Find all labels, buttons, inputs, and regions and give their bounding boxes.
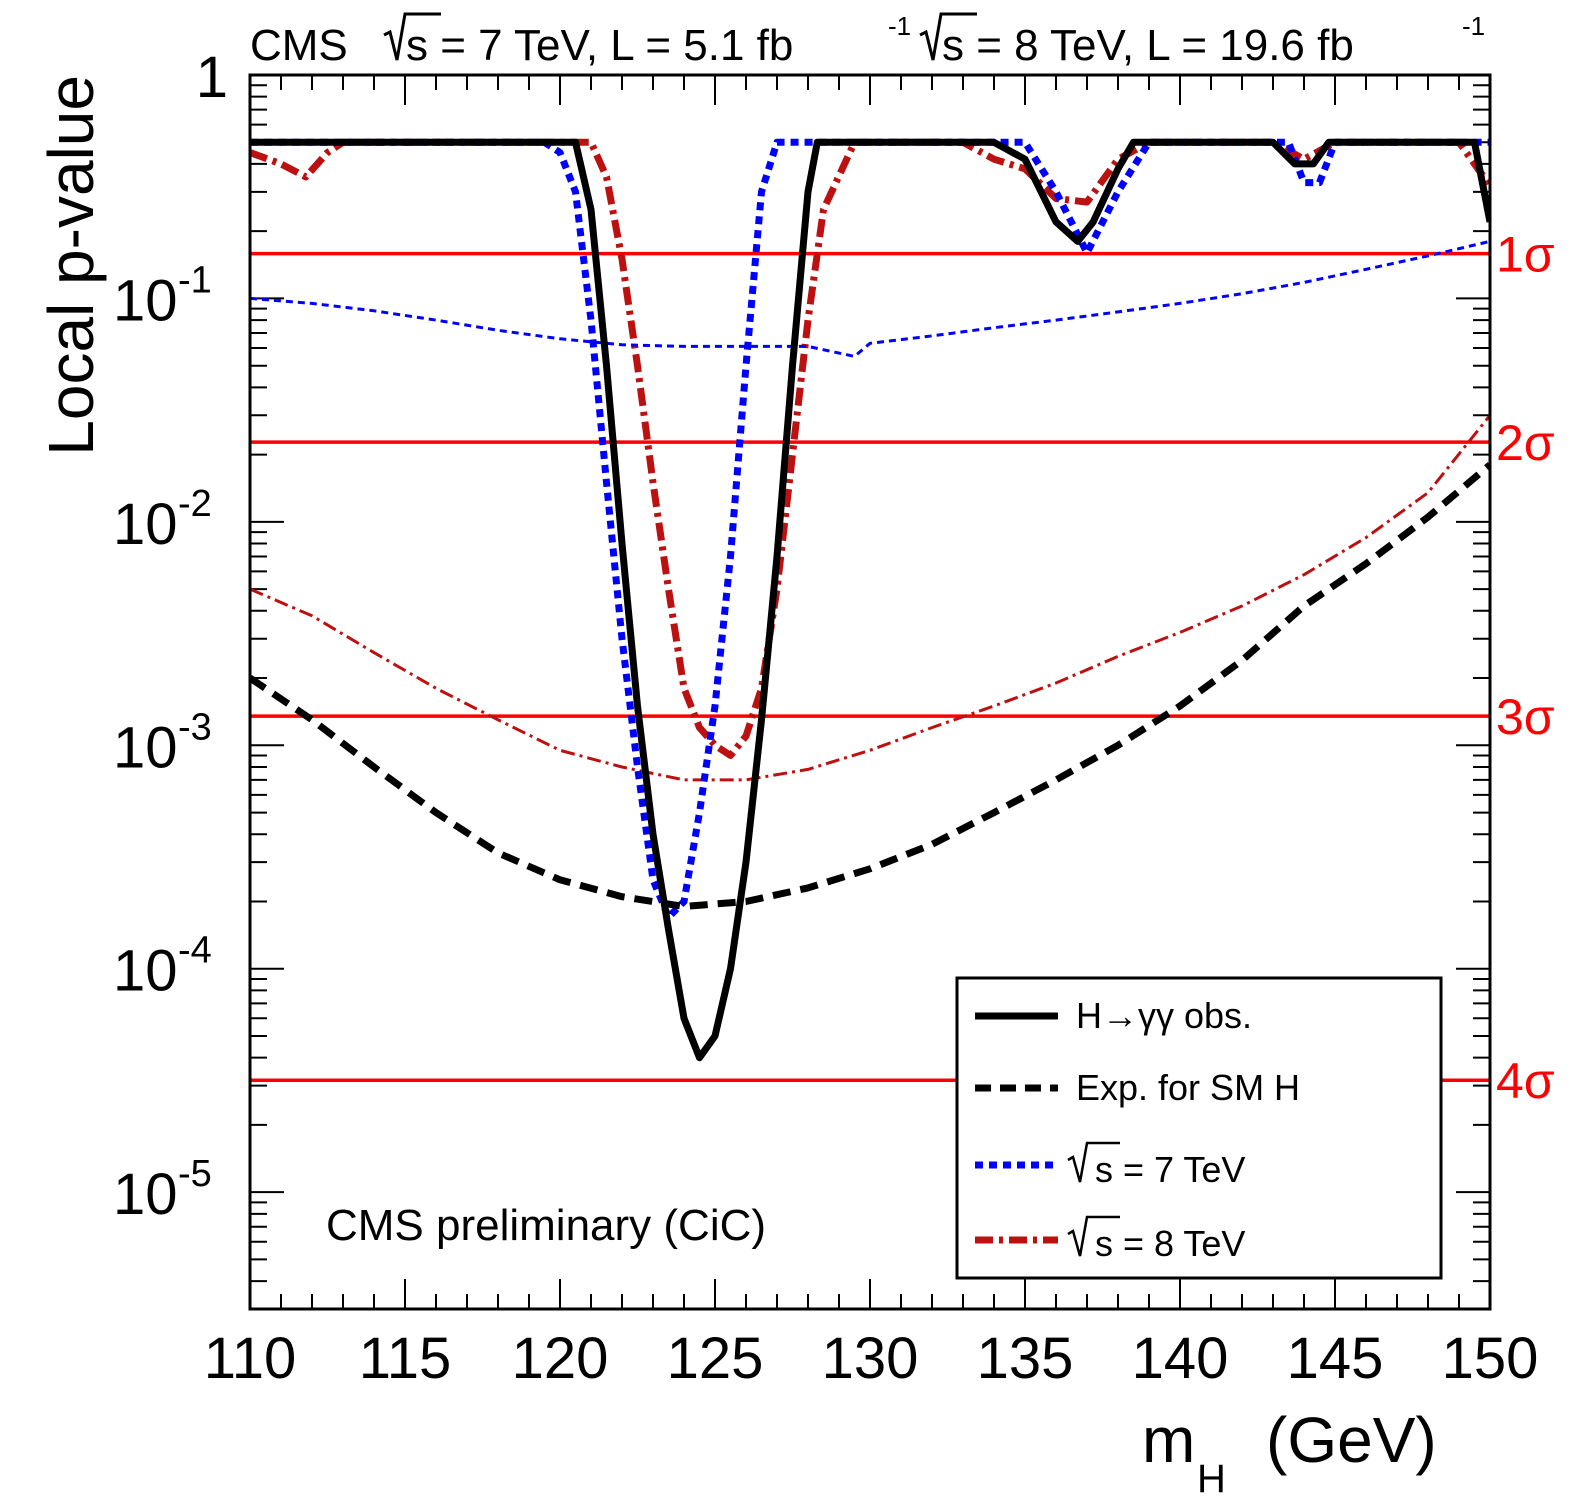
legend: H→γγ obs. Exp. for SM H s = 7 TeV s = 8 … <box>955 976 1443 1280</box>
y-tick-label: 1 <box>196 45 228 110</box>
series-obs7 <box>250 239 1490 358</box>
y-tick-label: 10 <box>113 492 178 557</box>
y-tick-label-exp: -5 <box>178 1153 212 1195</box>
x-tick-label: 145 <box>1287 1326 1384 1391</box>
series-obs8-observed <box>250 138 1490 759</box>
series-exp <box>250 462 1490 910</box>
header-energy-7: s = 7 TeV, L = 5.1 fb <box>406 21 793 70</box>
x-tick-label: 120 <box>512 1326 609 1391</box>
series-obs8 <box>250 414 1490 782</box>
y-tick-label-exp: -3 <box>178 706 212 748</box>
x-tick-label: 125 <box>667 1326 764 1391</box>
y-tick-label: 10 <box>113 268 178 333</box>
series-obs7-observed <box>250 138 1490 921</box>
y-tick-label: 10 <box>113 715 178 780</box>
header-sqrt7-radical <box>383 12 441 61</box>
axis-tick-labels: 110 115 120 125 130 135 140 145 150110-110-210-3… <box>113 45 1538 1391</box>
series-obs <box>250 138 1490 1062</box>
x-tick-label: 115 <box>359 1326 451 1391</box>
y-axis-label: Local p-value <box>35 75 107 456</box>
legend-sqrt-obs8 <box>1067 1215 1120 1257</box>
sigma-lines: 1σ 2σ 3σ 4σ <box>250 227 1555 1109</box>
legend-box <box>955 976 1443 1280</box>
x-tick-label: 140 <box>1132 1326 1229 1391</box>
y-tick-label: 10 <box>113 939 178 1004</box>
x-tick-label: 150 <box>1442 1326 1539 1391</box>
legend-label-obs: H→γγ obs. <box>1076 995 1252 1036</box>
series-layer <box>250 138 1490 1062</box>
x-tick-label: 110 <box>204 1326 296 1391</box>
x-axis-label: m H (GeV) <box>1142 1404 1437 1501</box>
chart-header: CMS s = 7 TeV, L = 5.1 fb -1 s = 8 TeV, … <box>250 11 1485 70</box>
sigma-label: 1σ <box>1496 227 1555 283</box>
plot-frame <box>248 73 1492 1311</box>
x-axis-label-unit: (GeV) <box>1266 1404 1437 1476</box>
header-lumi8-exp: -1 <box>1462 11 1485 41</box>
legend-entry-obs8: s = 8 TeV <box>975 1215 1245 1264</box>
header-sqrt8-radical <box>919 12 977 61</box>
header-energy-8: s = 8 TeV, L = 19.6 fb <box>942 21 1354 70</box>
x-tick-label: 130 <box>822 1326 919 1391</box>
sigma-label: 3σ <box>1496 689 1555 745</box>
header-lumi7-exp: -1 <box>888 11 911 41</box>
header-experiment: CMS <box>250 21 348 70</box>
legend-entry-obs7: s = 7 TeV <box>975 1141 1245 1190</box>
legend-entry-obs: H→γγ obs. <box>975 995 1252 1036</box>
x-tick-label: 135 <box>977 1326 1074 1391</box>
y-tick-label: 10 <box>113 1162 178 1227</box>
legend-label-obs8: s = 8 TeV <box>1095 1223 1245 1264</box>
legend-sqrt-obs7 <box>1067 1141 1120 1183</box>
y-tick-label-exp: -2 <box>178 483 212 525</box>
sigma-label: 4σ <box>1496 1053 1555 1109</box>
sigma-label: 2σ <box>1496 415 1555 471</box>
legend-entry-exp: Exp. for SM H <box>975 1067 1300 1108</box>
chart-annotation: CMS preliminary (CiC) <box>326 1201 766 1250</box>
y-tick-label-exp: -1 <box>178 259 212 301</box>
legend-label-obs7: s = 7 TeV <box>1095 1149 1245 1190</box>
x-axis-label-main: m <box>1142 1404 1195 1476</box>
x-axis-label-sub: H <box>1197 1457 1226 1501</box>
legend-label-exp: Exp. for SM H <box>1076 1067 1300 1108</box>
y-tick-label-exp: -4 <box>178 930 212 972</box>
